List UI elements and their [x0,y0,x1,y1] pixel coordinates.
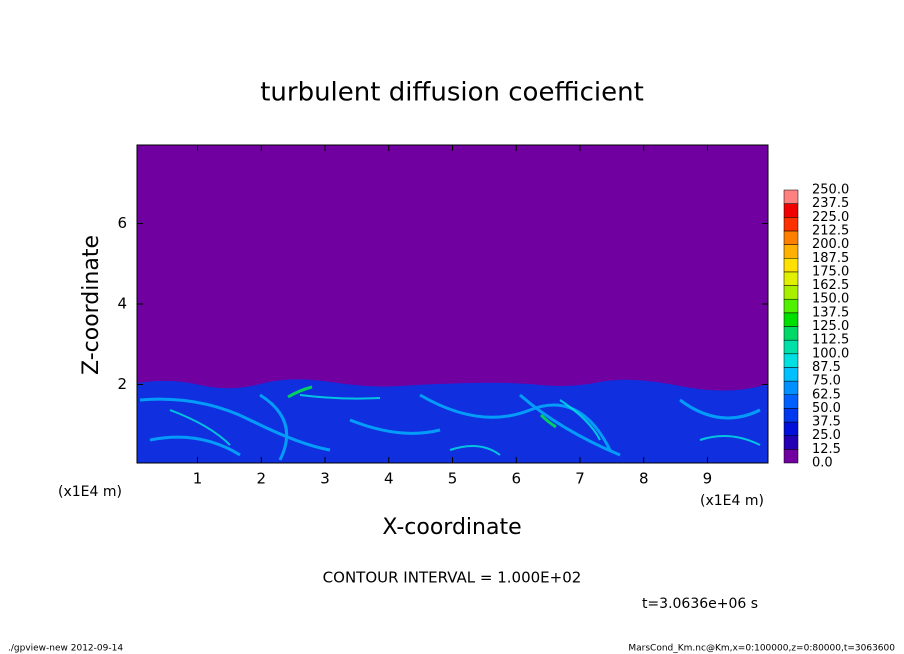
colorbar-box [783,271,799,286]
x-tick-label: 8 [639,470,649,488]
colorbar-box [783,339,799,355]
colorbar-box [783,312,799,327]
colorbar-label: 212.5 [812,223,849,238]
chart-title: turbulent diffusion coefficient [260,78,644,108]
colorbar-box [783,449,799,464]
colorbar-label: 200.0 [812,237,849,252]
field [137,145,768,463]
contour-patch [287,385,557,429]
colorbar-box [783,367,799,382]
x-tick-label: 7 [575,470,585,488]
x-tick-label: 1 [193,470,203,488]
turbulent-field [137,379,768,463]
turbulent-streak [169,394,761,456]
x-tick-label: 5 [448,470,458,488]
colorbar-box [783,189,799,204]
colorbar-label: 125.0 [812,319,849,334]
colorbar-label: 37.5 [812,415,841,430]
colorbar-box [783,203,799,218]
colorbar-label: 250.0 [812,183,849,198]
colorbar-box [783,421,799,436]
x-unit: (x1E4 m) [700,493,764,509]
y-unit: (x1E4 m) [58,484,122,500]
colorbar-label: 150.0 [812,292,849,307]
footer-left: ./gpview-new 2012-09-14 [8,644,123,654]
colorbar-label: 12.5 [812,442,841,457]
colorbar-label: 100.0 [812,346,849,361]
colorbar-label: 62.5 [812,387,841,402]
contour-interval: CONTOUR INTERVAL = 1.000E+02 [323,569,582,587]
colorbar-box [783,285,799,300]
colorbar-label: 225.0 [812,210,849,225]
footer-right: MarsCond_Km.nc@Km,x=0:100000,z=0:80000,t… [628,644,895,654]
x-tick-label: 3 [320,470,330,488]
y-tick-label: 2 [117,375,127,393]
colorbar-label: 175.0 [812,264,849,279]
colorbar-label: 162.5 [812,278,849,293]
time-label: t=3.0636e+06 s [642,596,758,612]
y-tick-label: 4 [117,295,127,313]
colorbar-label: 112.5 [812,333,849,348]
y-axis-label: Z-coordinate [79,235,104,375]
colorbar-box [783,435,799,450]
colorbar-label: 75.0 [812,374,841,389]
colorbar-box [783,326,799,341]
colorbar-label: 237.5 [812,196,849,211]
colorbar-box [783,258,799,273]
y-tick-label: 6 [117,214,127,232]
colorbar-label: 137.5 [812,305,849,320]
colorbar-box [783,230,799,245]
x-tick-label: 6 [511,470,521,488]
colorbar-box [783,353,799,368]
colorbar-box [783,408,799,423]
colorbar-box [783,394,799,409]
turbulent-streak [139,393,761,461]
x-tick-label: 2 [257,470,267,488]
colorbar-label: 50.0 [812,401,841,416]
colorbar-label: 87.5 [812,360,841,375]
colorbar-label: 0.0 [812,456,833,471]
colorbar-box [783,380,799,396]
colorbar-box [783,217,799,232]
x-axis-label: X-coordinate [382,515,521,540]
colorbar-label: 25.0 [812,428,841,443]
x-tick-label: 9 [703,470,713,488]
x-tick-label: 4 [384,470,394,488]
colorbar-box [783,244,799,259]
colorbar-box [783,298,799,314]
colorbar-label: 187.5 [812,251,849,266]
